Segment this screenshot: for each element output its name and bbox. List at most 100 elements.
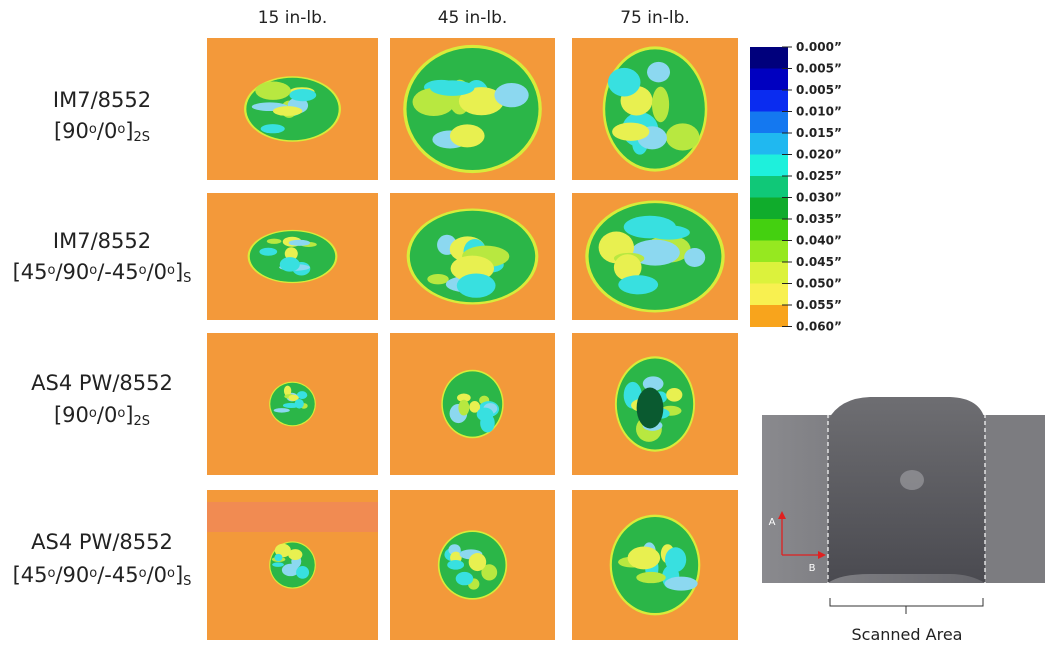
- damage-patch: [456, 572, 473, 585]
- colorbar-label: 0.030”: [796, 191, 842, 205]
- layup-text: /90: [55, 260, 89, 284]
- colorbar-segment: [750, 47, 788, 69]
- c-scan-image: [572, 38, 738, 180]
- layup-text: ]: [175, 563, 183, 587]
- layup-sub: S: [183, 574, 191, 589]
- damage-patch: [447, 560, 464, 570]
- c-scan-image: [390, 193, 555, 320]
- specimen-photo: [762, 397, 1045, 614]
- damage-patch: [665, 547, 686, 572]
- damage-patch: [666, 388, 682, 402]
- damage-patch: [280, 257, 300, 272]
- colorbar-label: 0.020”: [796, 148, 842, 162]
- damage-patch: [665, 577, 698, 591]
- c-scan-image: [572, 193, 738, 320]
- layup-text: /0: [147, 260, 167, 284]
- damage-patch: [296, 566, 309, 579]
- layup-text: /0: [97, 119, 117, 143]
- damage-patch: [618, 275, 658, 294]
- colorbar-label: 0.055”: [796, 298, 842, 312]
- layup-sub: S: [183, 271, 191, 286]
- layup-text: /0: [147, 563, 167, 587]
- c-scan-image: [390, 38, 555, 180]
- damage-patch: [430, 80, 474, 95]
- colorbar-label: 0.025”: [796, 169, 842, 183]
- damage-patch: [647, 62, 670, 82]
- damage-patch: [261, 124, 285, 133]
- layup-sup: o: [89, 263, 97, 278]
- layup-sup: o: [117, 122, 125, 137]
- photo-caption: Scanned Area: [852, 625, 963, 644]
- c-scan-image: [572, 333, 738, 475]
- colorbar-segment: [750, 176, 788, 198]
- row-material: AS4 PW/8552: [31, 530, 173, 554]
- damage-patch: [652, 87, 669, 123]
- damage-patch: [494, 83, 528, 107]
- layup-text: [45: [13, 563, 48, 587]
- damage-patch: [457, 273, 496, 297]
- colorbar-segment: [750, 112, 788, 134]
- damage-patch: [612, 123, 649, 141]
- layup-sup: o: [47, 566, 55, 581]
- damage-patch: [259, 248, 277, 256]
- layup-sup: o: [139, 566, 147, 581]
- axis-label-a: A: [769, 517, 776, 528]
- damage-patch: [427, 274, 448, 284]
- colorbar-label: 0.035”: [796, 212, 842, 226]
- colorbar-label: 0.005”: [796, 62, 842, 76]
- damage-patch: [608, 68, 641, 97]
- damage-patch: [636, 572, 665, 583]
- layup-sub: 2S: [133, 414, 150, 429]
- colorbar-label: 0.045”: [796, 255, 842, 269]
- c-scan-image: [390, 333, 555, 475]
- row-layup: [45o/90o/-45o/0o]S: [13, 563, 192, 589]
- layup-text: /-45: [97, 563, 138, 587]
- figure: A B Scanned Area 15 in-lb.45 in-lb.75 in…: [0, 0, 1058, 649]
- layup-sup: o: [167, 566, 175, 581]
- damage-patch: [272, 562, 284, 567]
- layup-sub: 2S: [133, 130, 150, 145]
- layup-sup: o: [89, 122, 97, 137]
- c-scan-image: [207, 333, 378, 475]
- damage-patch: [288, 549, 302, 560]
- colorbar-segment: [750, 133, 788, 155]
- damage-patch: [628, 546, 660, 569]
- damage-patch: [289, 240, 310, 246]
- layup-sup: o: [117, 406, 125, 421]
- c-scan-image: [207, 38, 378, 180]
- c-scan-image: [207, 193, 378, 320]
- colorbar-segment: [750, 305, 788, 327]
- row-material: AS4 PW/8552: [31, 371, 173, 395]
- row-material: IM7/8552: [53, 88, 151, 112]
- colorbar-segment: [750, 284, 788, 306]
- colorbar-segment: [750, 198, 788, 220]
- layup-text: /0: [97, 403, 117, 427]
- layup-text: [90: [54, 119, 89, 143]
- damage-patch: [450, 124, 485, 147]
- colorbar-label: 0.005”: [796, 83, 842, 97]
- colorbar-segment: [750, 155, 788, 177]
- damage-patch: [666, 123, 700, 150]
- damage-patch: [295, 399, 304, 409]
- damage-patch: [458, 400, 469, 416]
- damage-patch: [274, 554, 282, 561]
- layup-sup: o: [139, 263, 147, 278]
- colorbar-segment: [750, 69, 788, 91]
- colorbar-label: 0.010”: [796, 105, 842, 119]
- row-layup: [45o/90o/-45o/0o]S: [13, 260, 192, 286]
- column-header: 15 in-lb.: [258, 8, 328, 28]
- colorbar-label: 0.000”: [796, 40, 842, 54]
- c-scan-image: [207, 490, 378, 640]
- damage-patch: [289, 89, 316, 101]
- row-material: IM7/8552: [53, 229, 151, 253]
- damage-patch: [255, 82, 291, 100]
- layup-text: [45: [13, 260, 48, 284]
- c-scan-image: [572, 490, 738, 640]
- damage-core: [637, 388, 664, 429]
- column-header: 45 in-lb.: [438, 8, 508, 28]
- damage-patch: [267, 239, 282, 244]
- layup-sup: o: [167, 263, 175, 278]
- colorbar-label: 0.015”: [796, 126, 842, 140]
- damage-patch: [477, 408, 494, 421]
- layup-text: /90: [55, 563, 89, 587]
